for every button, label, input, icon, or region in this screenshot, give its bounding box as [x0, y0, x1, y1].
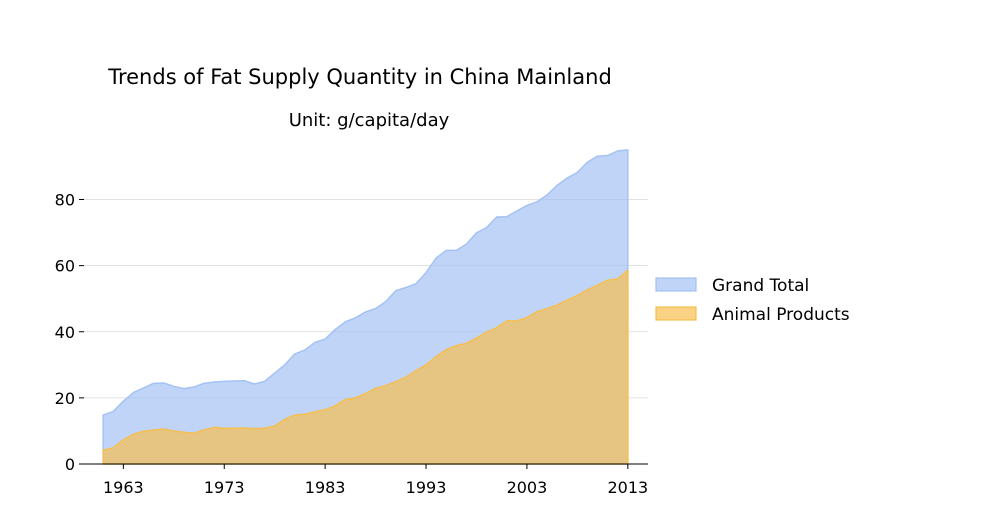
x-tick-label: 1963 — [103, 478, 144, 497]
x-tick-label: 1993 — [406, 478, 447, 497]
x-tick-label: 2013 — [607, 478, 648, 497]
chart-title: Trends of Fat Supply Quantity in China M… — [107, 65, 612, 89]
x-tick-label: 2003 — [507, 478, 548, 497]
y-tick-label: 20 — [55, 389, 75, 408]
axes: 1963 1973 1983 1993 2003 2013 0 20 40 60 80 — [55, 191, 649, 497]
area-animal-products — [102, 269, 629, 465]
y-tick-label: 80 — [55, 191, 75, 210]
y-tick-label: 0 — [65, 455, 75, 474]
area-series — [102, 149, 629, 465]
legend: Grand Total Animal Products — [655, 276, 850, 325]
y-tick-label: 60 — [55, 257, 75, 276]
x-tick-label: 1983 — [305, 478, 346, 497]
legend-swatch — [655, 306, 697, 321]
legend-swatch — [655, 277, 697, 292]
chart-subtitle: Unit: g/capita/day — [289, 110, 450, 131]
legend-label: Grand Total — [712, 276, 809, 296]
legend-label: Animal Products — [712, 305, 850, 325]
x-tick-label: 1973 — [204, 478, 245, 497]
y-tick-label: 40 — [55, 323, 75, 342]
